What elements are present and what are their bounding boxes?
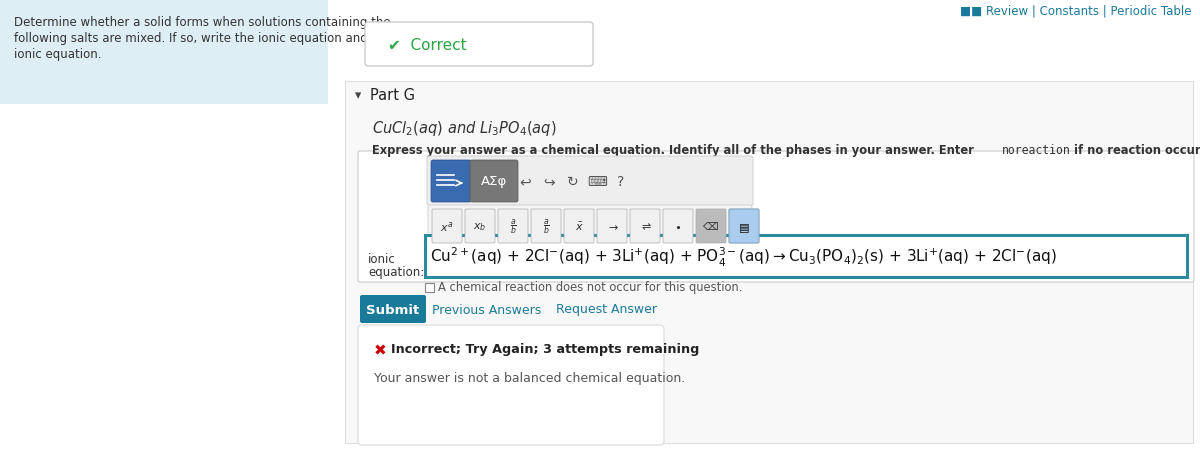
FancyBboxPatch shape — [598, 210, 628, 243]
FancyBboxPatch shape — [428, 206, 752, 248]
FancyBboxPatch shape — [466, 210, 496, 243]
Text: $\rightarrow$: $\rightarrow$ — [606, 222, 618, 232]
Text: if no reaction occurs.: if no reaction occurs. — [1070, 144, 1200, 157]
Text: ↻: ↻ — [568, 175, 578, 188]
Bar — [425, 283, 434, 293]
FancyBboxPatch shape — [360, 295, 426, 324]
FancyBboxPatch shape — [662, 210, 694, 243]
Text: ▾: ▾ — [355, 89, 361, 102]
Text: ?: ? — [617, 175, 625, 188]
Text: noreaction: noreaction — [1002, 144, 1070, 157]
Text: $\frac{a}{b}$: $\frac{a}{b}$ — [510, 217, 516, 236]
Text: $x^a$: $x^a$ — [440, 219, 454, 233]
FancyBboxPatch shape — [730, 210, 760, 243]
Text: Previous Answers: Previous Answers — [432, 303, 541, 316]
Text: Request Answer: Request Answer — [556, 303, 658, 316]
FancyBboxPatch shape — [630, 210, 660, 243]
FancyBboxPatch shape — [696, 210, 726, 243]
Text: ↪: ↪ — [544, 175, 554, 188]
FancyBboxPatch shape — [431, 161, 470, 202]
Text: ↩: ↩ — [520, 175, 530, 188]
FancyBboxPatch shape — [564, 210, 594, 243]
Text: CuCl$_2$$(aq)$ and Li$_3$PO$_4$$(aq)$: CuCl$_2$$(aq)$ and Li$_3$PO$_4$$(aq)$ — [372, 119, 557, 138]
Text: Your answer is not a balanced chemical equation.: Your answer is not a balanced chemical e… — [374, 371, 685, 384]
Text: ✔  Correct: ✔ Correct — [388, 37, 467, 52]
FancyBboxPatch shape — [530, 210, 562, 243]
Text: $\bar{x}$: $\bar{x}$ — [575, 220, 583, 233]
Bar — [0, 0, 328, 105]
Text: ▤: ▤ — [739, 222, 749, 232]
Bar — [425, 236, 1187, 278]
Text: ■■ Review | Constants | Periodic Table: ■■ Review | Constants | Periodic Table — [960, 4, 1192, 17]
Text: Express your answer as a chemical equation. Identify all of the phases in your a: Express your answer as a chemical equati… — [372, 144, 978, 157]
Text: $\frac{a}{b}$: $\frac{a}{b}$ — [542, 217, 550, 236]
Text: $\bullet$: $\bullet$ — [674, 222, 682, 232]
FancyBboxPatch shape — [365, 23, 593, 67]
Text: $\rightleftharpoons$: $\rightleftharpoons$ — [638, 221, 652, 232]
Text: Determine whether a solid forms when solutions containing the: Determine whether a solid forms when sol… — [14, 16, 391, 29]
Text: ⌨: ⌨ — [587, 175, 607, 188]
Text: Submit: Submit — [366, 303, 420, 316]
FancyBboxPatch shape — [358, 325, 664, 445]
Text: A chemical reaction does not occur for this question.: A chemical reaction does not occur for t… — [438, 281, 743, 294]
FancyBboxPatch shape — [427, 157, 754, 207]
Text: ΑΣφ: ΑΣφ — [481, 175, 508, 188]
FancyBboxPatch shape — [358, 152, 1194, 283]
Text: Cu$^{2+}$(aq) $+$ 2Cl$^{-}$(aq) $+$ 3Li$^{+}$(aq) $+$ PO$_4^{3-}$(aq)$\rightarro: Cu$^{2+}$(aq) $+$ 2Cl$^{-}$(aq) $+$ 3Li$… — [430, 245, 1057, 268]
FancyBboxPatch shape — [498, 210, 528, 243]
Text: following salts are mixed. If so, write the ionic equation and the net: following salts are mixed. If so, write … — [14, 32, 414, 45]
Bar — [346, 82, 1193, 443]
FancyBboxPatch shape — [730, 210, 760, 243]
Text: $x_b$: $x_b$ — [473, 221, 487, 233]
Text: ionic equation.: ionic equation. — [14, 48, 102, 61]
Text: ▤: ▤ — [739, 222, 749, 232]
Text: Incorrect; Try Again; 3 attempts remaining: Incorrect; Try Again; 3 attempts remaini… — [391, 342, 700, 355]
FancyBboxPatch shape — [432, 210, 462, 243]
Text: equation:: equation: — [368, 265, 425, 278]
Text: Part G: Part G — [370, 88, 415, 103]
Text: ionic: ionic — [368, 253, 396, 265]
Text: ✖: ✖ — [374, 342, 386, 357]
FancyBboxPatch shape — [470, 161, 518, 202]
Text: ⌫: ⌫ — [703, 222, 719, 232]
